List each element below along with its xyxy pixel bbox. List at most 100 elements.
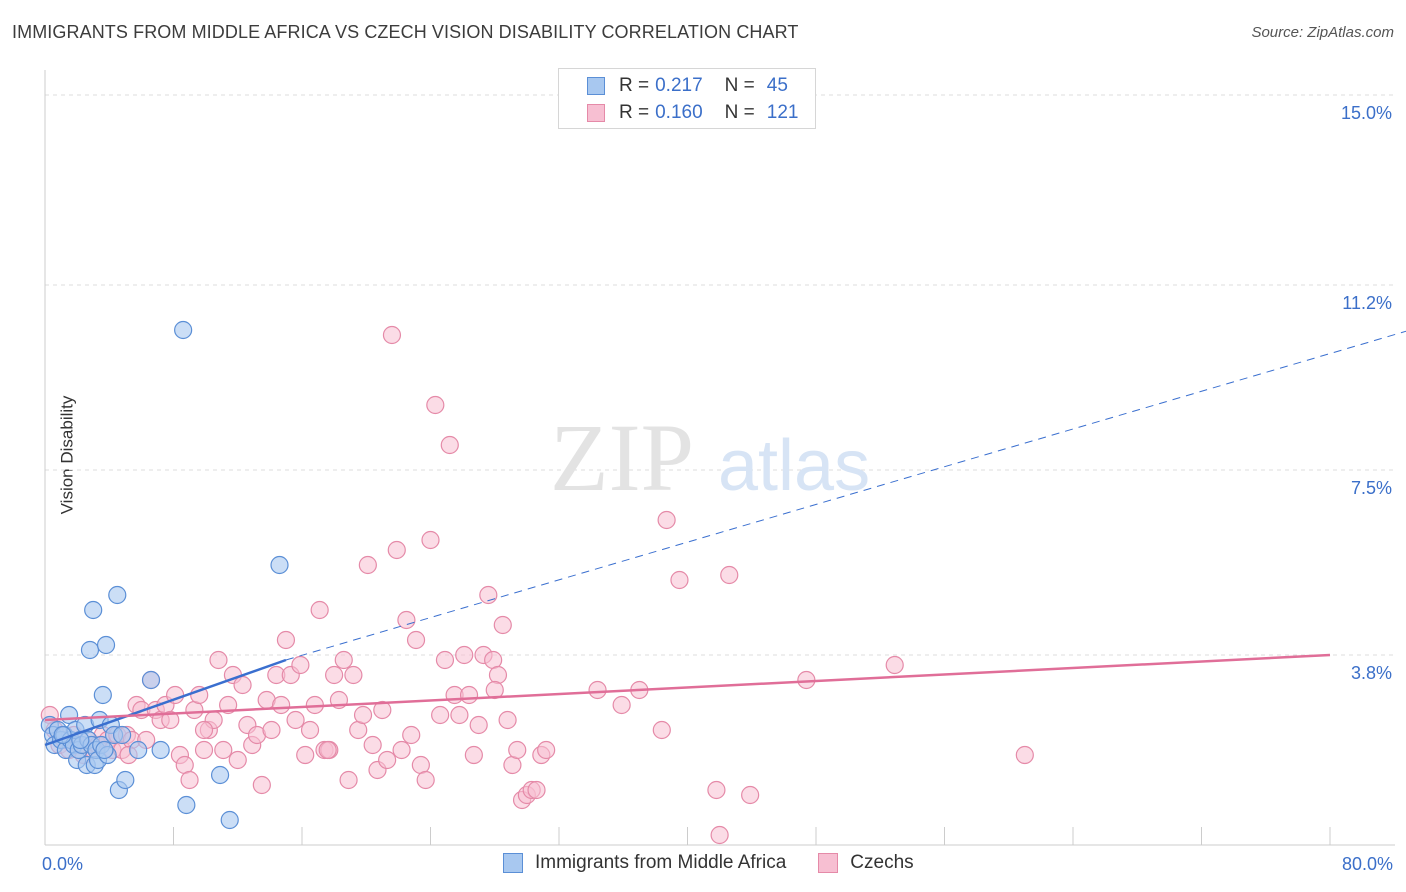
blue-swatch-icon <box>503 853 523 873</box>
czech-point <box>450 705 469 725</box>
legend-label-middle-africa: Immigrants from Middle Africa <box>535 852 787 873</box>
y-tick-label: 3.8% <box>1351 663 1392 683</box>
pink-swatch-icon <box>587 104 605 122</box>
czech-point <box>411 755 430 775</box>
czech-point <box>209 650 228 670</box>
y-tick-label: 11.2% <box>1342 293 1392 313</box>
middle-africa-point <box>174 320 193 340</box>
czech-point <box>657 510 676 530</box>
czech-point <box>431 705 450 725</box>
czech-point <box>161 710 180 730</box>
middle-africa-point <box>220 810 239 830</box>
czech-point <box>382 325 402 345</box>
czech-point <box>527 780 546 800</box>
czech-point <box>537 740 556 760</box>
czech-point <box>387 540 406 560</box>
blue-swatch-icon <box>587 77 605 95</box>
czechs-points <box>40 325 1034 845</box>
czech-point <box>421 530 440 550</box>
czech-point <box>262 720 281 740</box>
x-tick-label-max: 80.0% <box>1342 854 1393 874</box>
r-value: 0.160 <box>655 102 703 123</box>
czech-point <box>363 735 382 755</box>
czech-point <box>1015 745 1034 765</box>
stats-legend: R = 0.217 N = 45 R = 0.160 N = 121 <box>558 68 816 129</box>
middle-africa-point <box>95 740 114 760</box>
czech-point <box>498 710 517 730</box>
czech-point <box>252 775 271 795</box>
czech-point <box>508 740 527 760</box>
tick-labels: 3.8% 7.5% 11.2% 15.0% 0.0% 80.0% <box>42 103 1393 874</box>
czech-point <box>378 750 397 770</box>
pink-swatch-icon <box>818 853 839 873</box>
czech-point <box>194 720 214 740</box>
czech-point <box>233 675 252 695</box>
watermark: ZIP atlas <box>550 404 870 511</box>
czech-point <box>440 435 459 455</box>
legend-item-czechs: Czechs <box>818 852 914 874</box>
y-tick-label: 7.5% <box>1351 478 1392 498</box>
czech-point <box>190 685 209 705</box>
legend-row-czechs: R = 0.160 N = 121 <box>587 102 798 124</box>
series-legend: Immigrants from Middle Africa Czechs <box>503 852 946 874</box>
czech-point <box>503 755 522 775</box>
czech-point <box>310 600 329 620</box>
r-value: 0.217 <box>655 75 703 96</box>
x-tick-label-min: 0.0% <box>42 854 83 874</box>
grid-lines <box>45 94 1395 656</box>
czech-point <box>741 785 760 805</box>
czech-point <box>493 615 512 635</box>
czech-point <box>300 720 320 740</box>
czech-point <box>373 700 392 720</box>
middle-africa-point <box>93 685 112 705</box>
czech-point <box>720 565 739 585</box>
czech-point <box>339 770 358 790</box>
czech-point <box>455 645 474 665</box>
czech-point <box>670 570 689 590</box>
czech-point <box>484 650 503 670</box>
chart-title: IMMIGRANTS FROM MIDDLE AFRICA VS CZECH V… <box>12 22 799 42</box>
middle-africa-trend-line <box>44 658 287 747</box>
czech-point <box>228 750 247 770</box>
n-label: N = <box>724 75 755 96</box>
n-label: N = <box>724 102 755 123</box>
middle-africa-point <box>141 670 161 690</box>
czech-point <box>334 650 353 670</box>
n-value: 121 <box>766 102 799 123</box>
middle-africa-point <box>108 585 127 605</box>
czech-point <box>588 680 607 700</box>
czechs-trend-line <box>44 653 1331 722</box>
middle-africa-point <box>151 740 170 760</box>
czech-point <box>180 770 199 790</box>
r-label: R = <box>619 75 650 96</box>
r-label: R = <box>619 102 650 123</box>
czech-point <box>392 740 411 760</box>
czech-point <box>276 630 296 650</box>
czech-point <box>325 665 344 685</box>
chart-source: Source: ZipAtlas.com <box>1251 24 1394 41</box>
czech-point <box>402 725 421 745</box>
czech-point <box>318 740 337 760</box>
czech-point <box>707 780 726 800</box>
czech-point <box>296 745 315 765</box>
middle-africa-point <box>80 640 100 660</box>
czech-point <box>435 650 455 670</box>
legend-item-middle-africa: Immigrants from Middle Africa <box>503 852 786 874</box>
czech-point <box>353 705 373 725</box>
watermark-zip: ZIP <box>550 404 694 511</box>
middle-africa-points <box>40 320 289 830</box>
trend-lines <box>44 330 1406 747</box>
czech-point <box>652 720 671 740</box>
czech-point <box>469 715 488 735</box>
czech-point <box>710 825 729 845</box>
middle-africa-point <box>84 600 103 620</box>
legend-label-czechs: Czechs <box>850 852 914 873</box>
czech-point <box>349 720 368 740</box>
n-value: 45 <box>766 75 788 96</box>
czech-point <box>185 700 204 720</box>
watermark-atlas: atlas <box>718 426 870 506</box>
czech-point <box>344 665 363 685</box>
middle-africa-point <box>270 555 289 575</box>
czech-point <box>488 665 508 685</box>
